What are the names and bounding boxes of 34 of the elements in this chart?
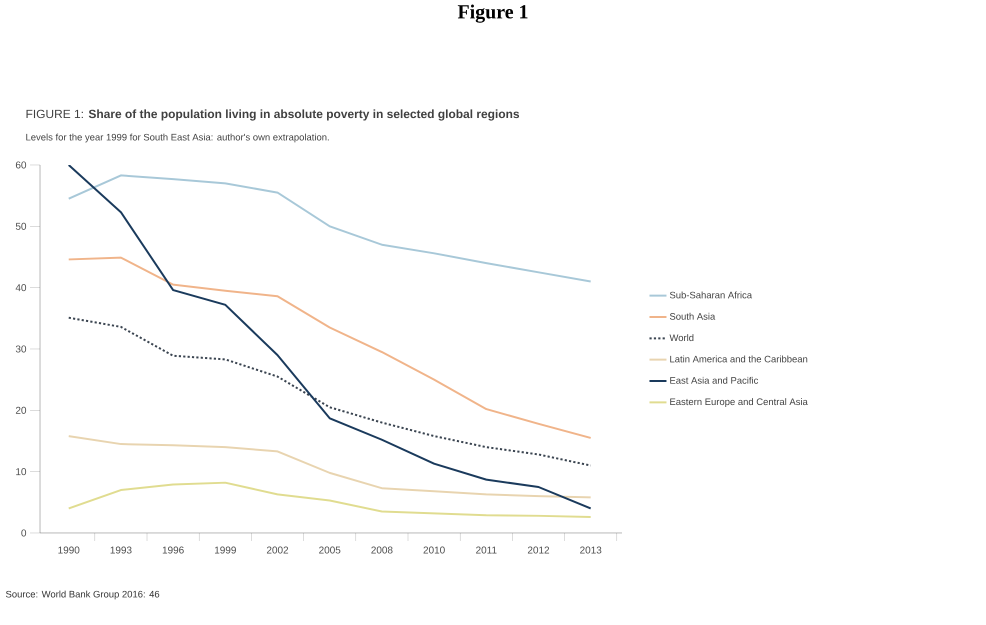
legend-label: East Asia and Pacific: [670, 376, 758, 384]
y-tick-label: 60: [16, 161, 26, 169]
x-tick-label: 2002: [266, 546, 288, 554]
line-series: [68, 316, 592, 467]
legend-label: Sub-Saharan Africa: [670, 291, 752, 298]
caption: Figure 1: [458, 4, 528, 23]
line-series: [68, 435, 592, 498]
line-series: [68, 164, 592, 510]
legend-label: Latin America and the Caribbean: [670, 355, 808, 362]
source-note: Source: World Bank Group 2016: 46: [6, 590, 160, 600]
legend-label: Eastern Europe and Central Asia: [670, 398, 808, 407]
legend-label: World: [670, 334, 694, 342]
y-tick-label: 40: [16, 284, 26, 292]
legend-label: South Asia: [670, 312, 716, 320]
x-tick-label: 1999: [214, 546, 236, 554]
x-tick-label: 1996: [162, 546, 184, 554]
y-tick-label: 20: [16, 406, 26, 414]
chart-title: FIGURE 1: Share of the population living in absolute poverty in selected global regions: [26, 109, 520, 121]
x-tick-label: 2013: [580, 546, 602, 554]
x-tick-label: 2010: [424, 546, 445, 554]
line-series: [68, 482, 592, 518]
y-tick-label: 10: [16, 468, 26, 476]
line-series: [68, 256, 592, 439]
y-tick-label: 0: [21, 529, 26, 537]
y-tick-label: 30: [16, 345, 26, 353]
y-tick-label: 50: [16, 222, 26, 230]
x-tick-label: 1993: [110, 546, 132, 554]
x-tick-label: 2012: [528, 546, 550, 554]
line-series: [68, 174, 592, 283]
x-tick-label: 2008: [371, 546, 393, 554]
x-tick-label: 2005: [319, 546, 340, 554]
x-tick-label: 2011: [476, 546, 497, 554]
x-tick-label: 1990: [58, 546, 80, 554]
chart-subtitle: Levels for the year 1999 for South East Asia: author's own extrapolation.: [26, 134, 329, 142]
